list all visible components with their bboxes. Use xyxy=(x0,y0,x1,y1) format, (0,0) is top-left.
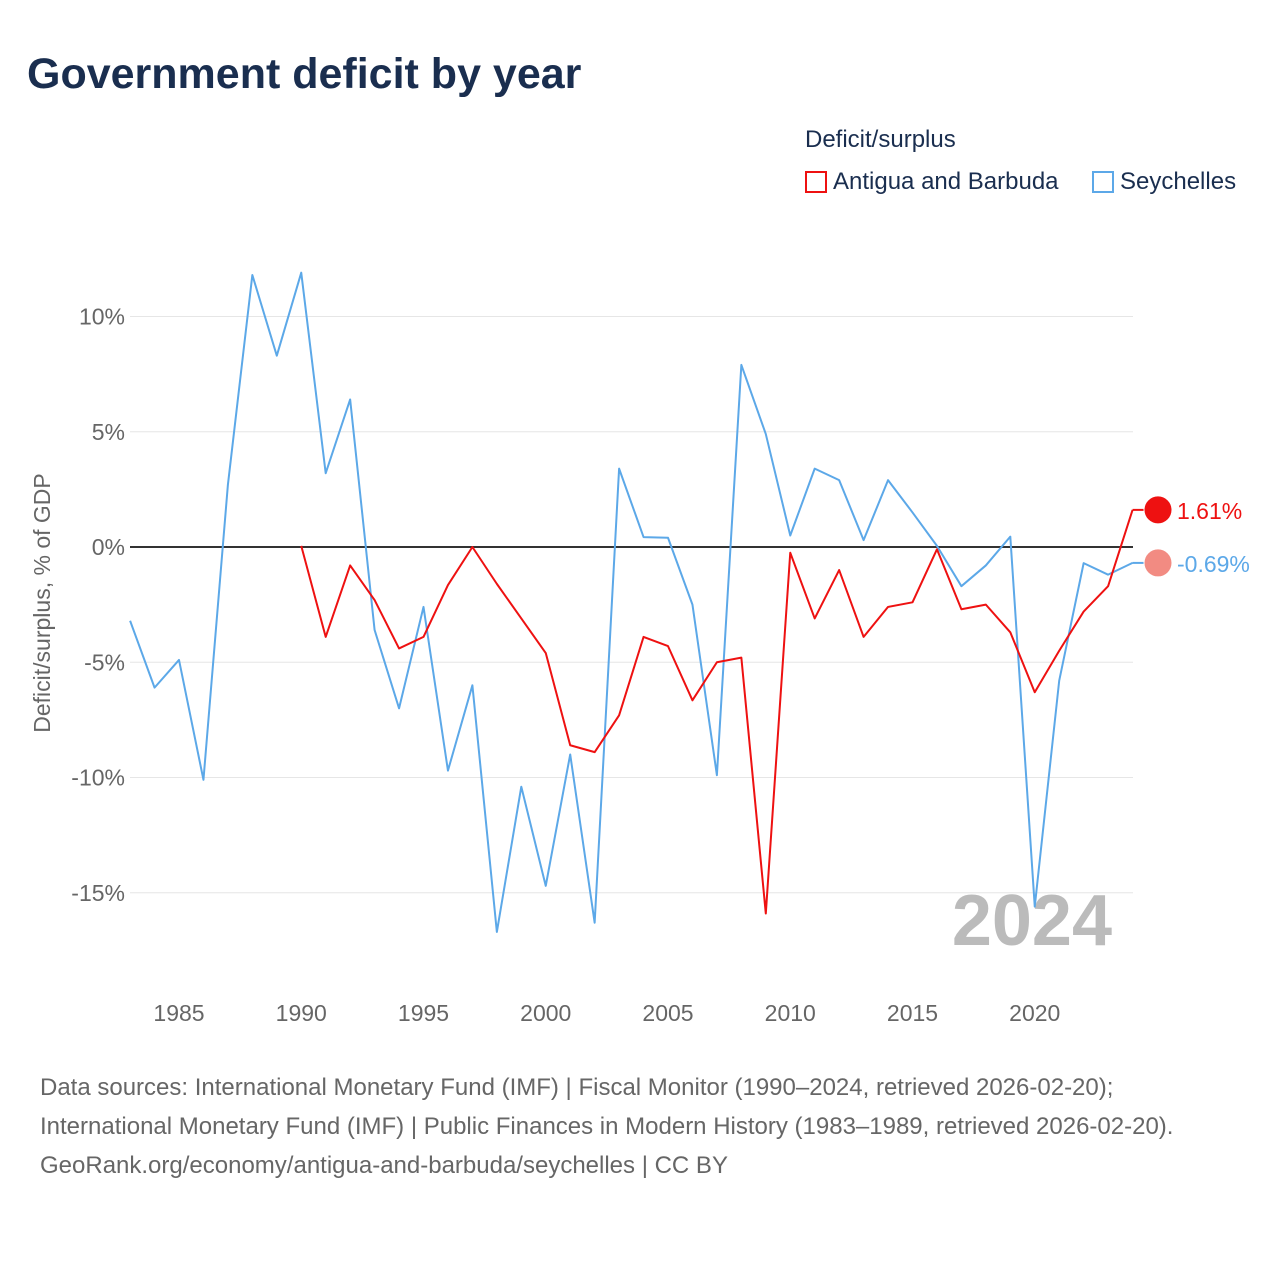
x-tick-label: 2000 xyxy=(520,1000,571,1026)
y-tick-label: 5% xyxy=(92,419,125,445)
year-watermark: 2024 xyxy=(952,881,1112,961)
x-tick-label: 1990 xyxy=(276,1000,327,1026)
legend-swatch xyxy=(805,171,827,193)
series-line-antigua-and-barbuda xyxy=(300,509,1134,915)
y-tick-label: -15% xyxy=(71,880,125,906)
legend-swatch xyxy=(1092,171,1114,193)
y-tick-label: -5% xyxy=(84,649,125,675)
x-tick-label: 2020 xyxy=(1009,1000,1060,1026)
y-tick-label: -10% xyxy=(71,765,125,791)
flag-icon xyxy=(1143,548,1173,578)
legend-item-antigua[interactable]: Antigua and Barbuda xyxy=(805,168,1059,196)
page-title: Government deficit by year xyxy=(27,50,582,98)
x-tick-label: 1985 xyxy=(153,1000,204,1026)
credit-link[interactable]: GeoRank.org/economy/antigua-and-barbuda/… xyxy=(40,1152,728,1179)
x-tick-label: 2005 xyxy=(642,1000,693,1026)
y-axis-label: Deficit/surplus, % of GDP xyxy=(29,473,55,732)
flag-icon xyxy=(1143,495,1173,525)
data-sources: Data sources: International Monetary Fun… xyxy=(40,1074,1174,1140)
legend-item-seychelles[interactable]: Seychelles xyxy=(1092,168,1236,196)
y-tick-label: 10% xyxy=(79,304,125,330)
y-tick-label: 0% xyxy=(92,534,125,560)
legend-label: Antigua and Barbuda xyxy=(833,168,1059,195)
footer: Data sources: International Monetary Fun… xyxy=(40,1068,1240,1185)
x-tick-label: 2015 xyxy=(887,1000,938,1026)
end-value-label: 1.61% xyxy=(1177,498,1242,524)
x-tick-label: 1995 xyxy=(398,1000,449,1026)
legend-title: Deficit/surplus xyxy=(805,126,956,153)
x-tick-label: 2010 xyxy=(765,1000,816,1026)
legend-label: Seychelles xyxy=(1120,168,1237,195)
end-value-label: -0.69% xyxy=(1177,551,1250,577)
series-line-seychelles xyxy=(129,271,1133,933)
